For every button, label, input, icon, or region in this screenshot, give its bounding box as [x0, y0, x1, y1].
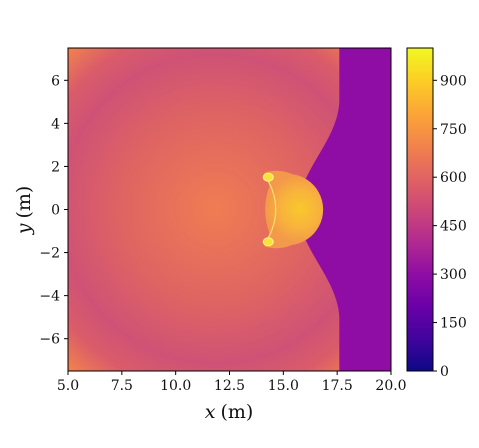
colorbar: 0 150 300 450 600 750 900 — [406, 47, 467, 380]
y-tick-label: 0 — [51, 203, 60, 219]
x-tick-label: 10.0 — [160, 378, 191, 394]
colorbar-tick-label: 0 — [440, 364, 449, 380]
heatmap-ambient-region — [296, 48, 391, 371]
colorbar-tick-label: 450 — [440, 219, 467, 235]
x-axis: 5.0 7.5 10.0 12.5 15.0 17.5 20.0 — [57, 371, 407, 394]
y-tick-label: −4 — [39, 289, 60, 305]
colorbar-gradient — [406, 47, 434, 372]
colorbar-tick-label: 150 — [440, 316, 467, 332]
x-tick-label: 12.5 — [214, 378, 245, 394]
x-tick-label: 15.0 — [268, 378, 299, 394]
y-tick-label: 6 — [51, 73, 60, 89]
x-tick-label: 7.5 — [111, 378, 133, 394]
y-axis-title: y(m) — [13, 186, 35, 236]
colorbar-tick-label: 900 — [440, 73, 467, 89]
y-tick-label: 4 — [51, 116, 60, 132]
heatmap-vortex-bottom — [262, 237, 274, 247]
y-axis: 6 4 2 0 −2 −4 −6 — [39, 73, 68, 348]
y-tick-label: −6 — [39, 332, 60, 348]
x-tick-label: 5.0 — [57, 378, 79, 394]
colorbar-tick-label: 750 — [440, 122, 467, 138]
heatmap-plot — [67, 47, 392, 372]
heatmap-inner-front — [267, 180, 277, 239]
x-axis-title: x (m) — [205, 401, 254, 423]
colorbar-tick-label: 600 — [440, 170, 467, 186]
colorbar-ticks: 0 150 300 450 600 750 900 — [433, 73, 467, 380]
colorbar-tick-label: 300 — [440, 267, 467, 283]
heatmap-fireball — [265, 173, 324, 246]
heatmap-vortex-top — [262, 172, 274, 182]
y-tick-label: −2 — [39, 246, 60, 262]
y-tick-label: 2 — [51, 159, 60, 175]
x-tick-label: 20.0 — [375, 378, 406, 394]
x-tick-label: 17.5 — [322, 378, 353, 394]
